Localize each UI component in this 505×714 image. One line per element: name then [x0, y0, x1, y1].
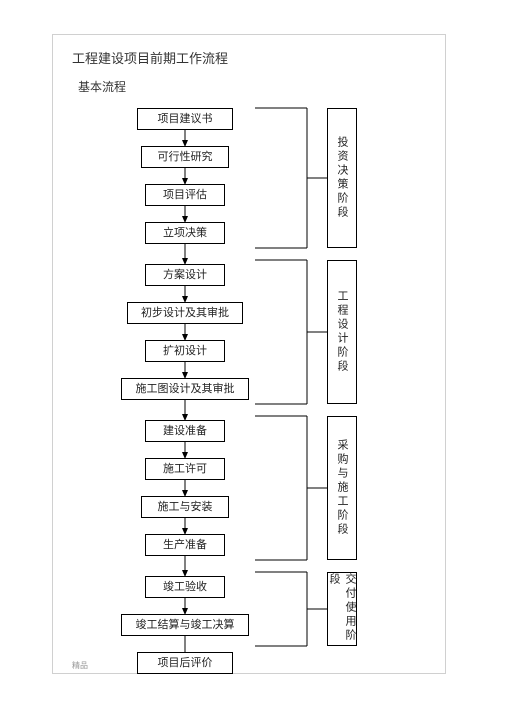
flow-node: 施工图设计及其审批	[121, 378, 249, 400]
footer-text: 精品	[72, 660, 88, 671]
flow-node: 项目后评价	[137, 652, 233, 674]
flow-node: 项目建议书	[137, 108, 233, 130]
flow-node: 方案设计	[145, 264, 225, 286]
flow-node: 项目评估	[145, 184, 225, 206]
phase-label: 采购与施工阶段	[327, 416, 357, 560]
flow-node: 生产准备	[145, 534, 225, 556]
flowchart-diagram: 项目建议书可行性研究项目评估立项决策方案设计初步设计及其审批扩初设计施工图设计及…	[95, 100, 415, 655]
flow-node: 施工与安装	[141, 496, 229, 518]
phase-label: 交付使用阶段	[327, 572, 357, 646]
flow-node: 立项决策	[145, 222, 225, 244]
page-subtitle: 基本流程	[78, 78, 126, 95]
phase-label: 工程设计阶段	[327, 260, 357, 404]
page-title: 工程建设项目前期工作流程	[72, 48, 228, 67]
flow-node: 施工许可	[145, 458, 225, 480]
flow-node: 建设准备	[145, 420, 225, 442]
flow-node: 初步设计及其审批	[127, 302, 243, 324]
flow-node: 扩初设计	[145, 340, 225, 362]
page: 工程建设项目前期工作流程 基本流程 项目建议书可行性研究项目评估立项决策方案设计…	[0, 0, 505, 714]
flow-node: 可行性研究	[141, 146, 229, 168]
flow-node: 竣工验收	[145, 576, 225, 598]
phase-label: 投资决策阶段	[327, 108, 357, 248]
flow-node: 竣工结算与竣工决算	[121, 614, 249, 636]
